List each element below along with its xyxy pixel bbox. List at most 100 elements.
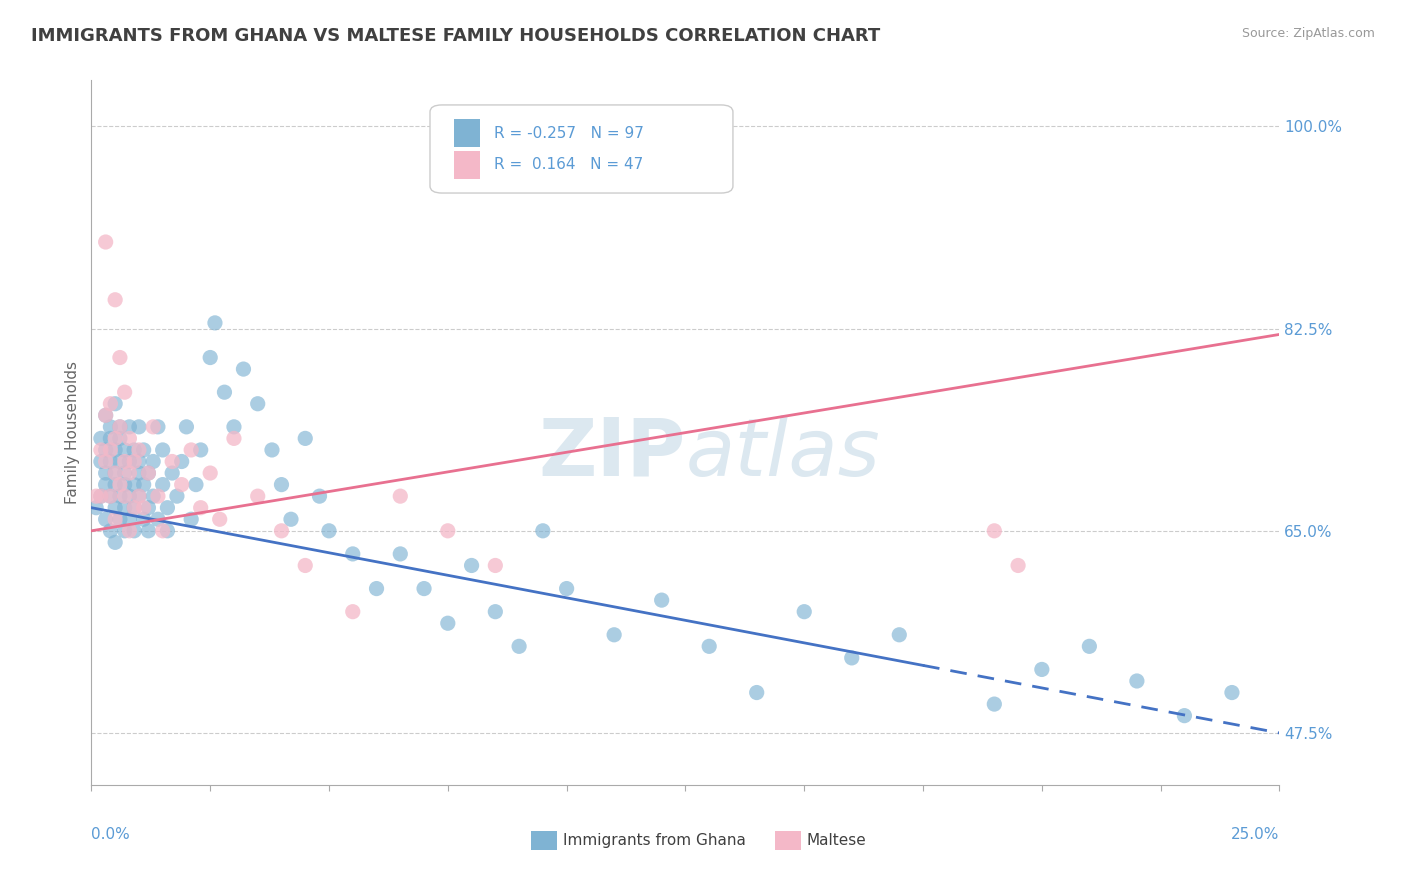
Point bbox=[160, 454, 183, 468]
Point bbox=[132, 477, 155, 491]
Point bbox=[389, 547, 412, 561]
Text: 0.0%: 0.0% bbox=[91, 827, 131, 842]
Point bbox=[132, 512, 155, 526]
Text: atlas: atlas bbox=[685, 415, 880, 492]
Point bbox=[114, 454, 136, 468]
Point bbox=[128, 466, 150, 480]
Point bbox=[118, 512, 141, 526]
Point bbox=[208, 512, 231, 526]
Point bbox=[1173, 708, 1195, 723]
Text: Immigrants from Ghana: Immigrants from Ghana bbox=[562, 833, 747, 848]
Point bbox=[342, 605, 364, 619]
Point bbox=[108, 454, 131, 468]
Point bbox=[100, 431, 122, 445]
Text: R =  0.164   N = 47: R = 0.164 N = 47 bbox=[494, 157, 644, 172]
Point bbox=[122, 477, 145, 491]
Point bbox=[146, 489, 169, 503]
Point bbox=[1126, 673, 1149, 688]
Point bbox=[190, 442, 212, 457]
Point bbox=[84, 489, 107, 503]
Point bbox=[170, 454, 193, 468]
Point bbox=[246, 397, 269, 411]
Point bbox=[142, 489, 165, 503]
Point bbox=[222, 420, 245, 434]
Point bbox=[889, 628, 911, 642]
Point bbox=[128, 442, 150, 457]
Point bbox=[484, 605, 506, 619]
Point bbox=[94, 466, 117, 480]
Text: ZIP: ZIP bbox=[538, 415, 685, 492]
Point bbox=[318, 524, 340, 538]
Point bbox=[114, 489, 136, 503]
Point bbox=[108, 351, 131, 365]
Point bbox=[651, 593, 673, 607]
Point bbox=[1220, 685, 1243, 699]
Point bbox=[142, 420, 165, 434]
FancyBboxPatch shape bbox=[430, 105, 733, 193]
Point bbox=[983, 697, 1005, 711]
Point bbox=[342, 547, 364, 561]
Point bbox=[104, 293, 127, 307]
Point bbox=[90, 454, 112, 468]
Point bbox=[114, 442, 136, 457]
Point bbox=[156, 524, 179, 538]
Point bbox=[90, 489, 112, 503]
Point bbox=[436, 616, 458, 631]
Point bbox=[94, 477, 117, 491]
Point bbox=[138, 466, 160, 480]
Point bbox=[983, 524, 1005, 538]
Point bbox=[170, 477, 193, 491]
Point bbox=[294, 558, 316, 573]
Point bbox=[460, 558, 482, 573]
Point bbox=[100, 420, 122, 434]
Point bbox=[94, 409, 117, 423]
Bar bbox=[454, 151, 479, 179]
Point bbox=[138, 524, 160, 538]
Point bbox=[214, 385, 236, 400]
Point bbox=[118, 431, 141, 445]
Point bbox=[118, 454, 141, 468]
Point bbox=[108, 489, 131, 503]
Text: 25.0%: 25.0% bbox=[1232, 827, 1279, 842]
Point bbox=[128, 489, 150, 503]
Point bbox=[1078, 640, 1101, 654]
Point bbox=[1007, 558, 1029, 573]
Point bbox=[366, 582, 388, 596]
Point bbox=[146, 420, 169, 434]
Point bbox=[142, 454, 165, 468]
Point bbox=[156, 500, 179, 515]
Point bbox=[104, 512, 127, 526]
Point bbox=[222, 431, 245, 445]
Bar bbox=[531, 830, 557, 850]
Point bbox=[180, 442, 202, 457]
Point bbox=[180, 512, 202, 526]
Point bbox=[122, 524, 145, 538]
Point bbox=[84, 500, 107, 515]
Point bbox=[531, 524, 554, 538]
Point bbox=[152, 524, 174, 538]
Point bbox=[436, 524, 458, 538]
Point bbox=[294, 431, 316, 445]
Point bbox=[94, 409, 117, 423]
Point bbox=[270, 524, 292, 538]
Point bbox=[118, 420, 141, 434]
Point bbox=[1031, 662, 1053, 676]
Point bbox=[104, 535, 127, 549]
Point bbox=[146, 512, 169, 526]
Point bbox=[108, 512, 131, 526]
Point bbox=[104, 466, 127, 480]
Point bbox=[114, 477, 136, 491]
Point bbox=[122, 500, 145, 515]
Point bbox=[108, 420, 131, 434]
Point bbox=[104, 442, 127, 457]
Point bbox=[90, 431, 112, 445]
Point bbox=[90, 442, 112, 457]
Point bbox=[200, 351, 222, 365]
Point bbox=[204, 316, 226, 330]
Point bbox=[389, 489, 412, 503]
Point bbox=[104, 397, 127, 411]
Point bbox=[90, 489, 112, 503]
Point bbox=[246, 489, 269, 503]
Point bbox=[603, 628, 626, 642]
Point bbox=[104, 477, 127, 491]
